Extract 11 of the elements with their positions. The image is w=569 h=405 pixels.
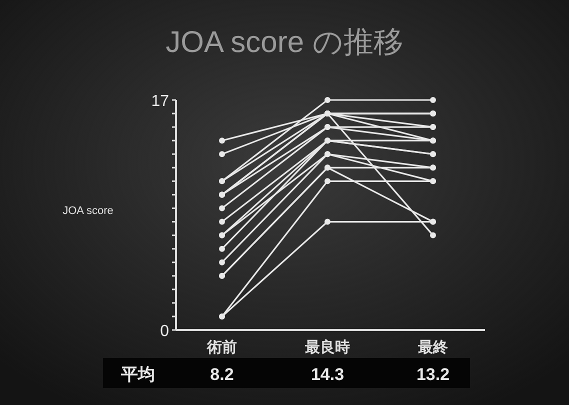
x-tick-label: 最良時 [304, 338, 350, 356]
text: 平均 [120, 365, 155, 384]
y-axis-title: JOA score [62, 205, 114, 217]
y-tick-label: 0 [160, 323, 170, 340]
text: 13.2 [416, 365, 450, 384]
text: 14.3 [310, 365, 344, 384]
x-tick-label: 最終 [417, 339, 449, 356]
x-tick-label: 術前 [206, 339, 237, 356]
chart-title: JOA score の推移 [166, 26, 404, 59]
text: 8.2 [210, 365, 234, 384]
y-tick-label: 17 [151, 93, 170, 110]
